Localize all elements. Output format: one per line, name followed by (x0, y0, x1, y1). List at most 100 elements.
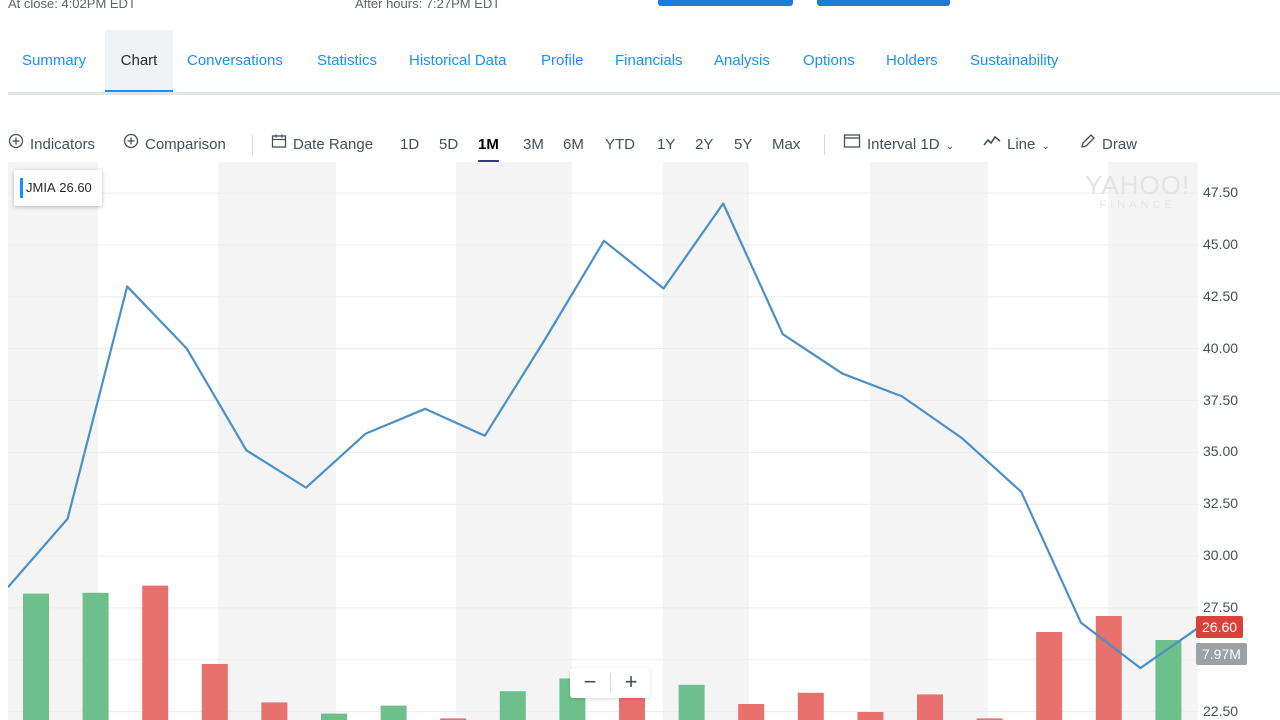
yahoo-finance-watermark: YAHOO! FINANCE (1085, 172, 1190, 211)
volume-badge: 7.97M (1196, 643, 1247, 665)
volume-bar (976, 718, 1003, 720)
pencil-icon (1080, 130, 1096, 160)
legend-symbol: JMIA (26, 180, 56, 195)
line-chart-icon (983, 130, 1001, 160)
volume-bar (857, 712, 884, 720)
volume-bar (738, 704, 765, 720)
range-5d[interactable]: 5D (439, 136, 459, 153)
interval-value: 1D (920, 136, 940, 153)
range-1y[interactable]: 1Y (657, 136, 676, 153)
range-3m[interactable]: 3M (523, 136, 544, 153)
volume-bar (917, 694, 943, 720)
range-5y[interactable]: 5Y (734, 136, 753, 153)
tab-chart[interactable]: Chart (105, 30, 173, 93)
tab-options[interactable]: Options (803, 52, 855, 69)
at-close-time: At close: 4:02PM EDT (8, 0, 136, 11)
indicators-button[interactable]: Indicators (8, 130, 95, 160)
toolbar-separator (824, 135, 825, 155)
tab-conversations[interactable]: Conversations (187, 52, 283, 69)
legend-value: 26.60 (59, 180, 92, 195)
candle-icon (843, 130, 861, 160)
volume-bar (499, 691, 526, 720)
comparison-label: Comparison (145, 136, 226, 153)
legend-box[interactable]: JMIA 26.60 (14, 170, 102, 206)
tab-financials[interactable]: Financials (615, 52, 683, 69)
tab-historical-data[interactable]: Historical Data (409, 52, 507, 69)
chart-column-band (218, 162, 336, 720)
tab-statistics[interactable]: Statistics (317, 52, 378, 69)
tab-profile[interactable]: Profile (541, 52, 584, 69)
price-chart[interactable] (8, 162, 1198, 720)
volume-bar (23, 593, 49, 720)
price-series-line (8, 202, 1198, 670)
quote-nav-tabs: Summary Chart Conversations Statistics H… (8, 30, 1280, 94)
y-tick-label: 32.50 (1203, 495, 1239, 512)
range-ytd[interactable]: YTD (605, 136, 635, 153)
y-tick-label: 30.00 (1203, 547, 1239, 564)
volume-bar (1036, 632, 1063, 720)
tab-summary[interactable]: Summary (22, 52, 87, 69)
volume-bar (1095, 616, 1122, 720)
range-max[interactable]: Max (772, 136, 801, 153)
y-tick-label: 22.50 (1203, 702, 1239, 719)
header-action-button-2[interactable] (817, 0, 950, 6)
tab-sustainability[interactable]: Sustainability (970, 52, 1059, 69)
volume-bar (261, 702, 288, 720)
interval-dropdown[interactable]: Interval 1D ⌄ (843, 130, 954, 160)
volume-bar (201, 664, 228, 720)
range-1d[interactable]: 1D (400, 136, 420, 153)
volume-bar (321, 713, 347, 720)
zoom-out-button[interactable]: − (583, 669, 597, 694)
interval-label: Interval (867, 136, 917, 153)
tabs-divider (8, 92, 1280, 95)
chart-type-dropdown[interactable]: Line ⌄ (983, 130, 1050, 160)
draw-button[interactable]: Draw (1080, 130, 1137, 160)
date-range-button[interactable]: Date Range (271, 130, 373, 160)
volume-bar (82, 592, 109, 720)
volume-bar (142, 585, 169, 720)
y-tick-label: 45.00 (1203, 235, 1239, 252)
calendar-icon (271, 130, 287, 160)
volume-bar (380, 705, 407, 720)
zoom-divider (610, 673, 611, 693)
y-tick-label: 37.50 (1203, 391, 1239, 408)
volume-bar (678, 684, 705, 720)
watermark-line1: YAHOO! (1085, 170, 1191, 200)
chevron-down-icon: ⌄ (945, 141, 955, 152)
chart-column-band (870, 162, 988, 720)
indicators-label: Indicators (30, 136, 96, 153)
tab-holders[interactable]: Holders (886, 52, 938, 69)
chart-column-band (663, 162, 749, 720)
chart-column-band (1108, 162, 1198, 720)
y-tick-label: 35.00 (1203, 443, 1239, 460)
volume-bar (619, 696, 645, 720)
range-6m[interactable]: 6M (563, 136, 584, 153)
chevron-down-icon: ⌄ (1041, 141, 1050, 152)
line-label: Line (1007, 136, 1036, 153)
date-range-label: Date Range (293, 136, 374, 153)
y-tick-label: 47.50 (1203, 184, 1239, 201)
range-2y[interactable]: 2Y (695, 136, 714, 153)
watermark-line2: FINANCE (1099, 199, 1176, 211)
y-tick-label: 27.50 (1203, 598, 1239, 615)
price-badge: 26.60 (1196, 615, 1244, 638)
draw-label: Draw (1102, 136, 1138, 153)
chart-canvas[interactable] (8, 162, 1198, 720)
tab-analysis[interactable]: Analysis (714, 52, 770, 69)
volume-bar (440, 718, 467, 720)
chart-toolbar: Indicators Comparison Date Range 1D 5D 1… (0, 130, 1280, 163)
plus-circle-icon (8, 130, 24, 160)
y-tick-label: 40.00 (1203, 339, 1239, 356)
volume-bar (797, 692, 824, 720)
after-hours-time: After hours: 7:27PM EDT (355, 0, 501, 11)
toolbar-separator (252, 135, 253, 155)
range-1m[interactable]: 1M (478, 130, 499, 163)
zoom-in-button[interactable]: + (624, 669, 638, 694)
y-tick-label: 42.50 (1203, 287, 1239, 304)
plus-circle-icon (123, 130, 139, 160)
header-action-button-1[interactable] (658, 0, 793, 6)
zoom-control: − + (570, 668, 650, 698)
comparison-button[interactable]: Comparison (123, 130, 226, 160)
chart-column-band (456, 162, 572, 720)
volume-bar (1155, 640, 1182, 720)
